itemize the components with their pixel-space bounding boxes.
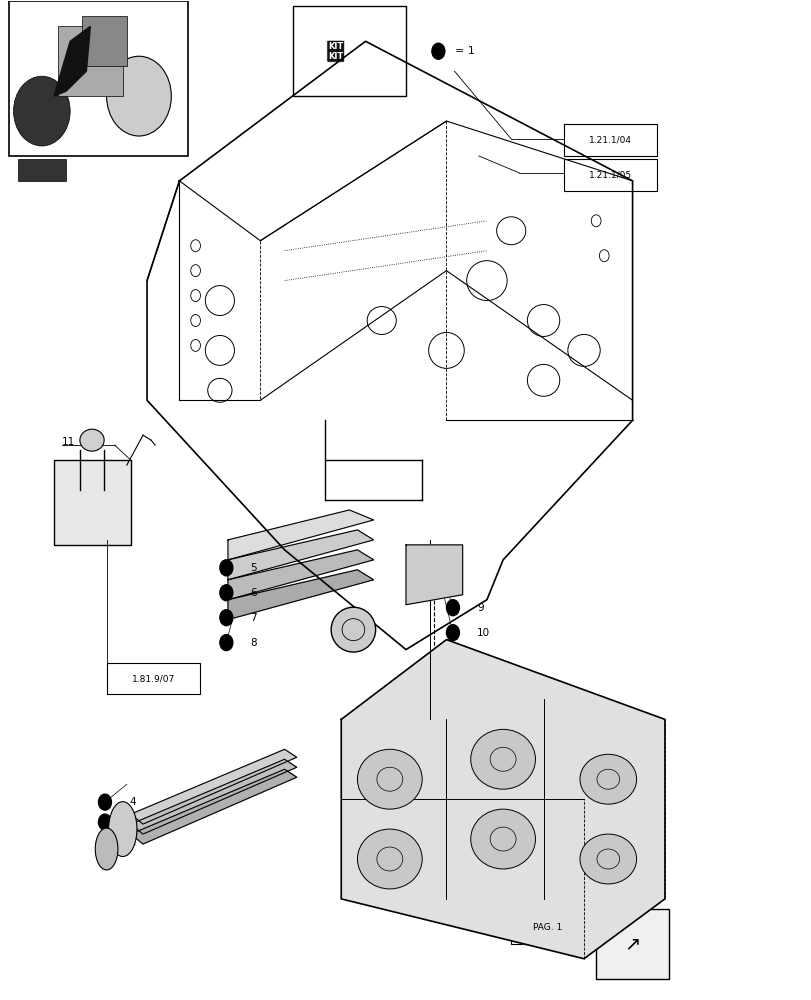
Circle shape (220, 610, 233, 626)
Circle shape (446, 625, 459, 641)
Text: KIT
KIT: KIT KIT (328, 42, 343, 61)
Polygon shape (228, 570, 373, 620)
Ellipse shape (79, 429, 104, 451)
Bar (563, 159, 656, 191)
Bar (82, 16, 127, 66)
Text: 2: 2 (129, 837, 135, 847)
Circle shape (98, 834, 111, 850)
Bar (292, 6, 406, 96)
Text: 1.21.1/05: 1.21.1/05 (588, 170, 631, 179)
Text: 11: 11 (62, 437, 75, 447)
Text: 1.81.9/07: 1.81.9/07 (131, 674, 174, 683)
Bar (106, 663, 200, 694)
Ellipse shape (109, 802, 137, 857)
Text: 1.21.1/04: 1.21.1/04 (588, 136, 631, 145)
Ellipse shape (357, 829, 422, 889)
Circle shape (446, 600, 459, 616)
Polygon shape (54, 26, 90, 96)
Circle shape (98, 814, 111, 830)
Bar (563, 124, 656, 156)
Text: 3: 3 (129, 817, 135, 827)
Circle shape (106, 56, 171, 136)
Polygon shape (341, 640, 664, 959)
Text: 6: 6 (250, 588, 256, 598)
Polygon shape (131, 759, 296, 834)
Text: PAG. 1: PAG. 1 (532, 923, 561, 932)
Ellipse shape (95, 828, 118, 870)
Polygon shape (228, 530, 373, 580)
Bar (58, 26, 122, 96)
Bar (54, 460, 131, 545)
Text: 8: 8 (250, 638, 256, 648)
Bar (511, 912, 583, 944)
Circle shape (220, 635, 233, 651)
Text: 4: 4 (129, 797, 135, 807)
Polygon shape (228, 510, 373, 560)
Ellipse shape (579, 754, 636, 804)
Bar (18, 159, 66, 181)
Circle shape (14, 76, 70, 146)
Ellipse shape (470, 809, 534, 869)
Text: 5: 5 (250, 563, 256, 573)
Polygon shape (228, 550, 373, 600)
Ellipse shape (357, 749, 422, 809)
Text: = 1: = 1 (454, 46, 474, 56)
Ellipse shape (579, 834, 636, 884)
Bar (595, 909, 668, 979)
Text: ↗: ↗ (624, 934, 640, 953)
Text: 9: 9 (477, 603, 483, 613)
Circle shape (220, 585, 233, 601)
Polygon shape (406, 545, 462, 605)
Circle shape (98, 794, 111, 810)
Ellipse shape (470, 729, 534, 789)
Text: 10: 10 (477, 628, 490, 638)
Polygon shape (131, 749, 296, 824)
Circle shape (220, 560, 233, 576)
Polygon shape (131, 769, 296, 844)
Ellipse shape (331, 607, 375, 652)
Circle shape (431, 43, 444, 59)
Text: 7: 7 (250, 613, 256, 623)
Bar (10, 1, 187, 156)
